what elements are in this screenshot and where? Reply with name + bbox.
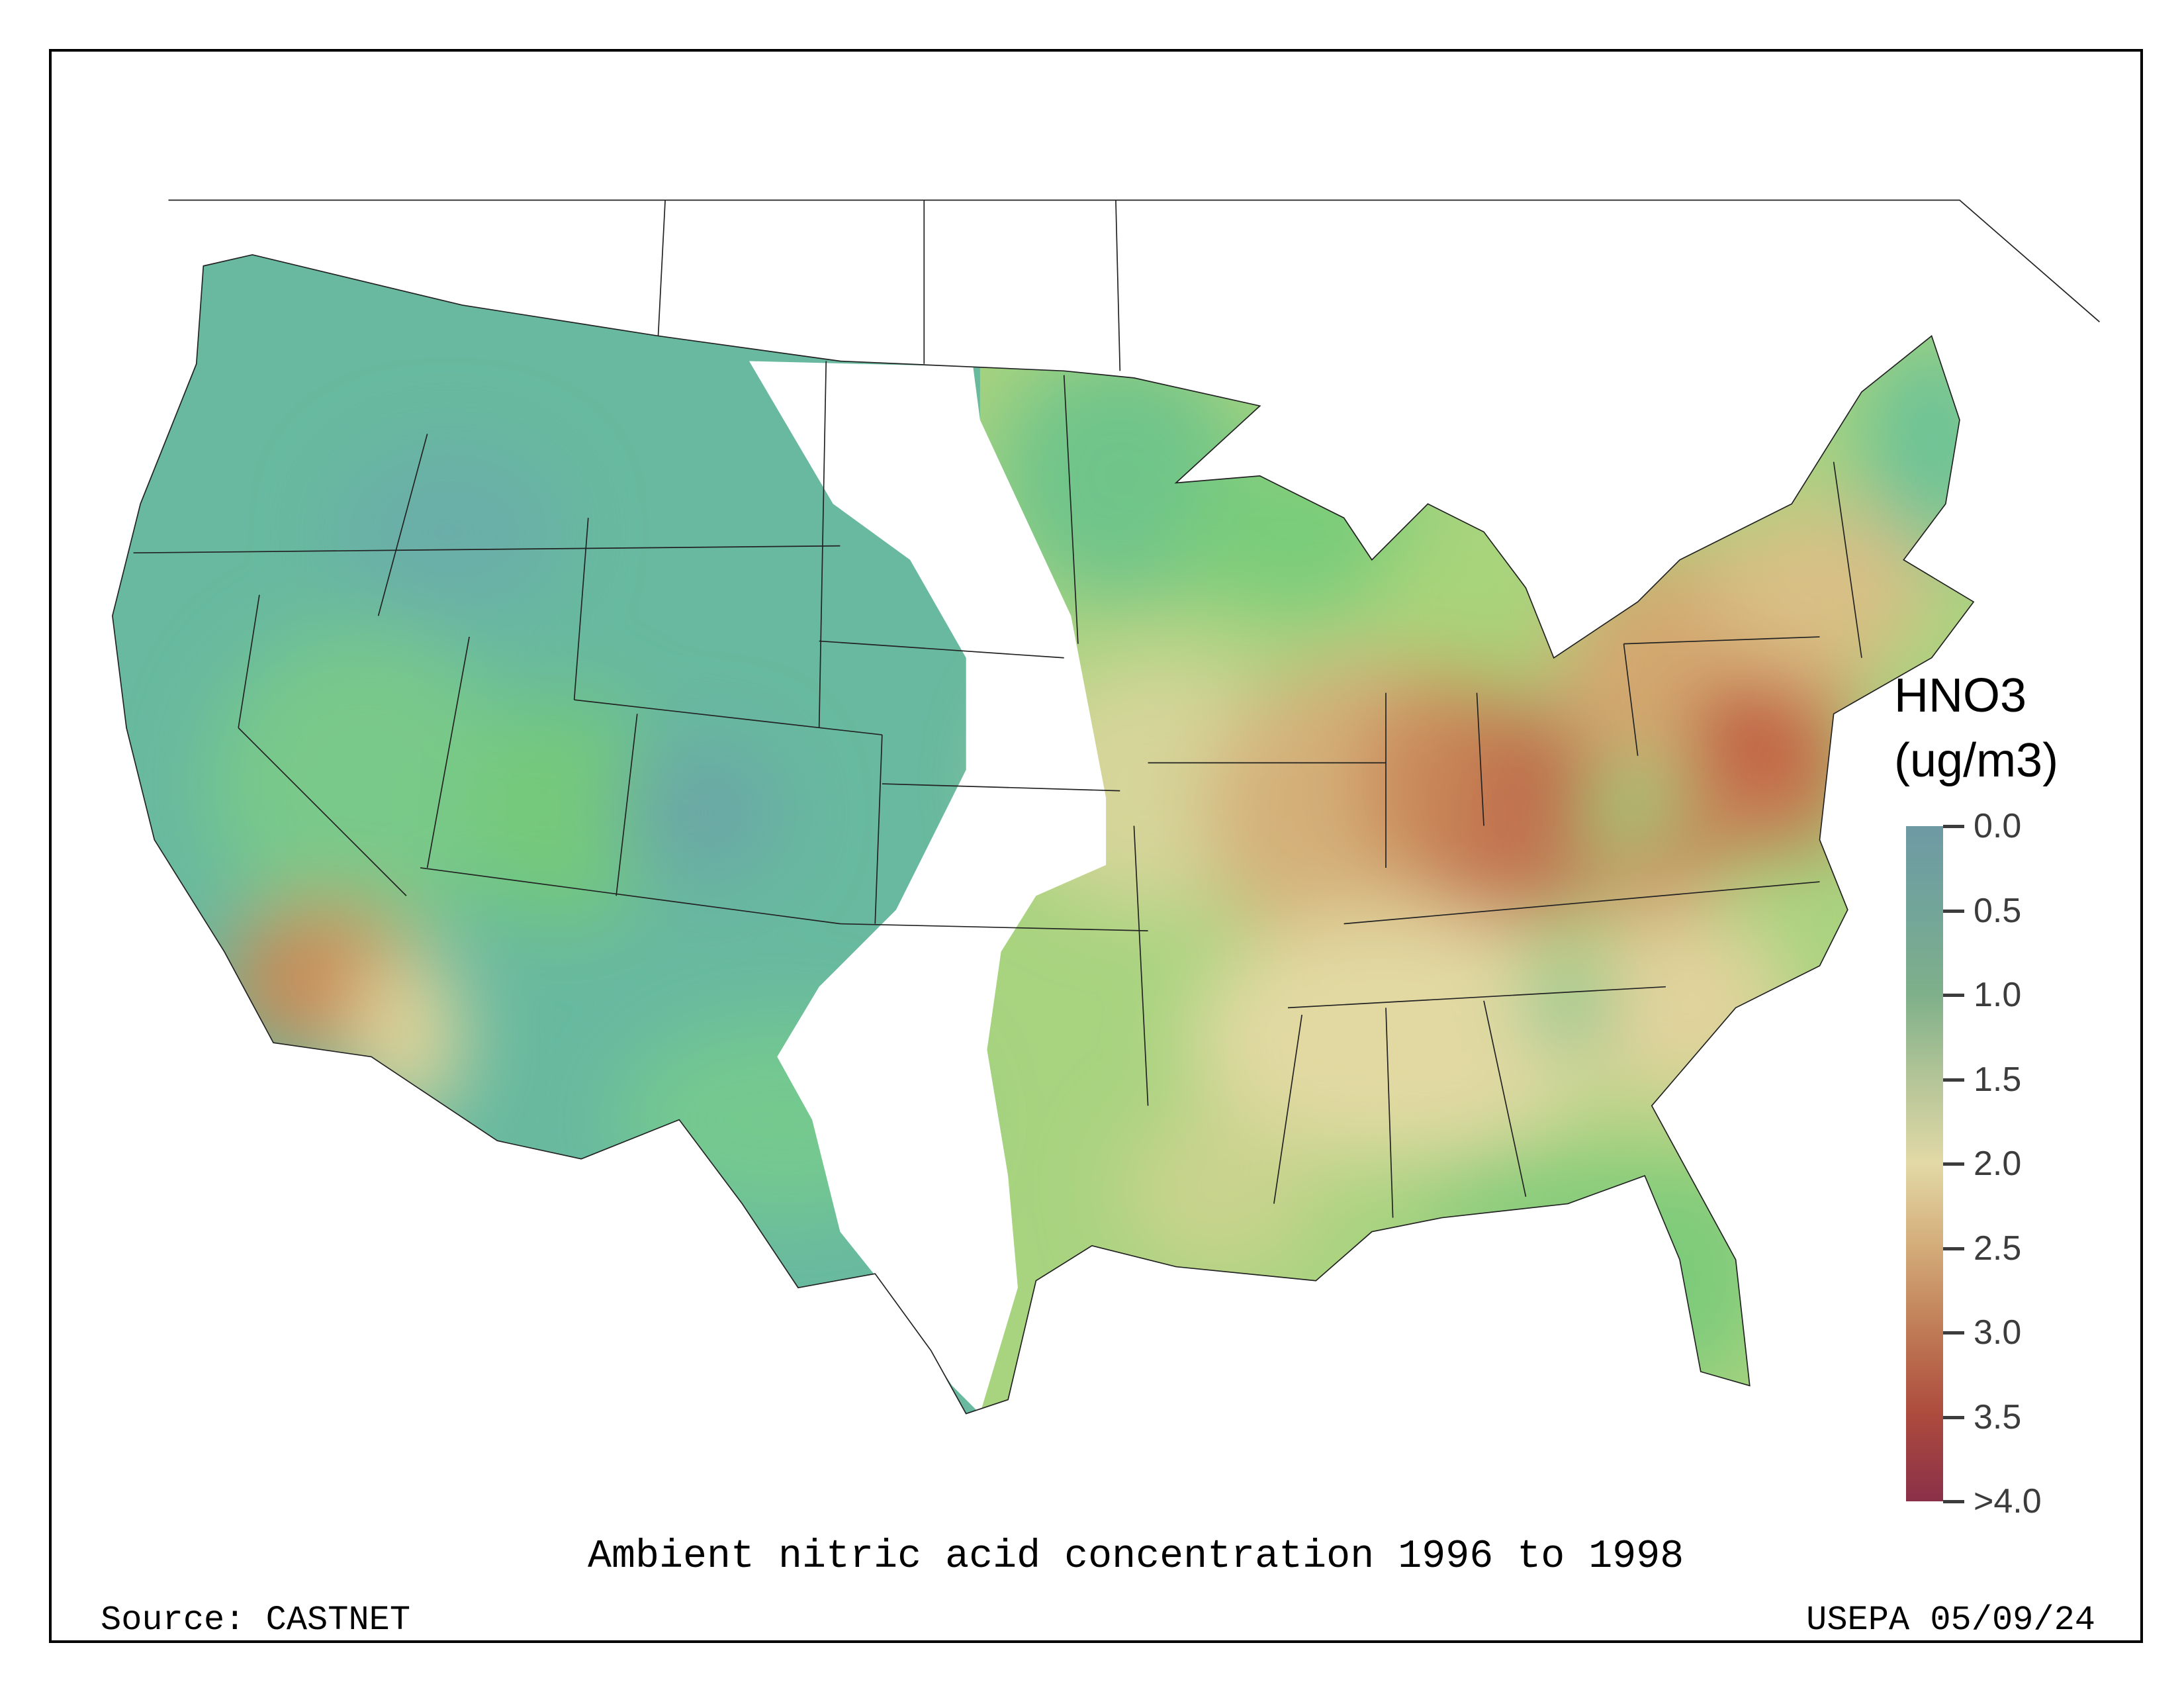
legend-tick-label: 2.5 [1974,1229,2022,1268]
no-data-region [749,361,1107,1414]
legend-tick-label: >4.0 [1974,1482,2042,1521]
legend-tick [1943,1415,1964,1419]
legend-tick-label: 3.0 [1974,1313,2022,1352]
legend-tick-label: 0.5 [1974,891,2022,930]
legend-tick [1943,909,1964,913]
legend-tick-label: 1.5 [1974,1060,2022,1099]
legend-tick [1943,1331,1964,1335]
legend-tick [1943,1078,1964,1082]
legend-tick [1943,1246,1964,1250]
legend-tick-label: 2.0 [1974,1145,2022,1183]
source-label: Source: CASTNET [101,1601,411,1640]
legend-units: (ug/m3) [1894,734,2059,787]
credit-label: USEPA 05/09/24 [1806,1601,2095,1640]
legend-tick [1943,825,1964,828]
legend-tick [1943,1500,1964,1503]
legend-title: HNO3 [1894,669,2027,722]
legend-tick [1943,994,1964,997]
legend-colorbar [1906,826,1943,1501]
legend-tick-label: 1.0 [1974,976,2022,1014]
interpolated-surface [112,254,1974,1414]
legend-tick [1943,1162,1964,1166]
boundaries [112,199,2100,1415]
legend-tick-label: 3.5 [1974,1397,2022,1436]
map-caption: Ambient nitric acid concentration 1996 t… [588,1534,1684,1579]
legend-tick-label: 0.0 [1974,807,2022,845]
map-frame [49,49,2143,1643]
